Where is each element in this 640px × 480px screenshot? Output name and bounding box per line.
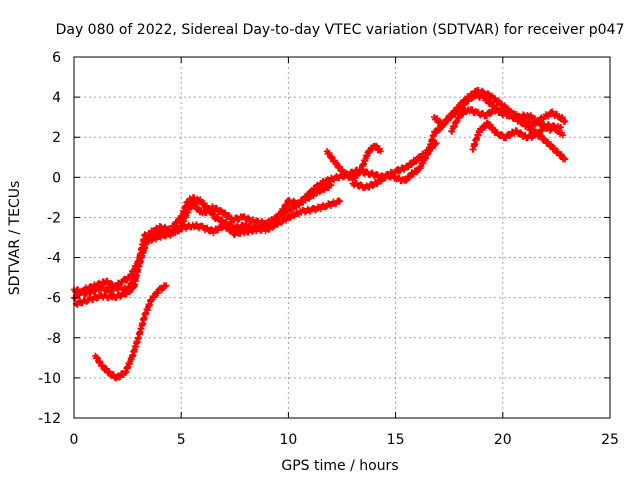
y-tick-label: -12 [38,411,61,427]
y-tick-label: -4 [47,251,61,267]
x-tick-label: 0 [70,432,79,448]
plot-frame [73,56,611,419]
point-markers [72,197,344,309]
data-series [70,86,569,382]
y-tick-label: -8 [47,331,61,347]
chart-title: Day 080 of 2022, Sidereal Day-to-day VTE… [56,22,625,38]
x-tick-label: 10 [279,432,297,448]
y-tick-label: 2 [52,130,61,146]
series-trace-10 [92,282,170,382]
y-tick-label: -10 [38,371,61,387]
y-tick-label: 6 [52,50,61,66]
x-tick-label: 15 [387,432,405,448]
y-tick-label: 0 [52,170,61,186]
x-tick-label: 25 [601,432,619,448]
series-trace-3 [72,197,344,309]
series-trace-9 [448,104,564,135]
point-markers [448,104,564,135]
x-tick-label: 20 [494,432,512,448]
point-markers [92,282,170,382]
point-markers [323,142,384,182]
y-axis-label: SDTVAR / TECUs [7,181,23,296]
y-tick-label: -6 [47,291,61,307]
series-trace-5 [323,142,384,182]
axis-ticks: 0 5 10 15 20 25 -12 -10 -8 -6 -4 -2 0 2 4 6 [38,50,619,448]
x-tick-label: 5 [177,432,186,448]
x-axis-label: GPS time / hours [281,458,398,474]
y-tick-label: -2 [47,210,61,226]
y-tick-label: 4 [52,90,61,106]
